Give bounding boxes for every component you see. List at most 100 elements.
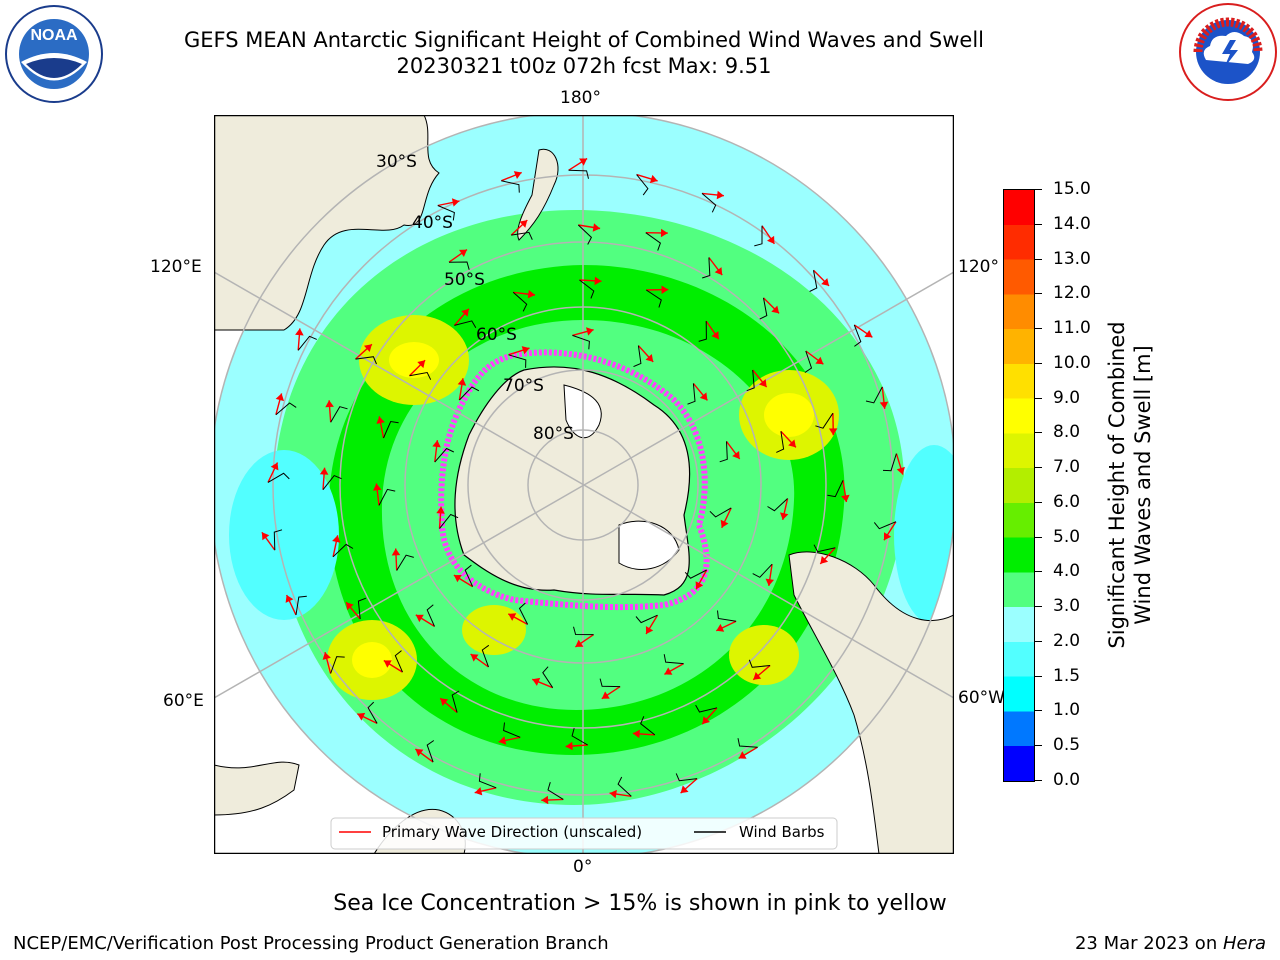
colorbar-tick-mark bbox=[1035, 502, 1042, 503]
wind-barb bbox=[635, 614, 658, 624]
wind-barb bbox=[426, 604, 435, 627]
wind-barb bbox=[542, 666, 554, 688]
wave-direction-arrowhead bbox=[319, 467, 329, 475]
wind-barb bbox=[599, 678, 621, 688]
wind-barb bbox=[809, 270, 818, 292]
wind-barb bbox=[511, 231, 533, 240]
wave-direction-arrowhead bbox=[702, 716, 710, 725]
wind-barb bbox=[330, 406, 348, 423]
lon-label-bottom: 0° bbox=[573, 857, 593, 877]
colorbar-tick-label: 0.5 bbox=[1053, 735, 1081, 756]
wave-direction-arrowhead bbox=[660, 228, 668, 238]
wave-direction-arrowhead bbox=[594, 276, 602, 286]
wave-direction-arrowhead bbox=[601, 691, 610, 699]
colorbar-tick-mark bbox=[1035, 328, 1042, 329]
wave-direction-arrowhead bbox=[864, 330, 873, 338]
colorbar-tick-label: 4.0 bbox=[1053, 561, 1081, 582]
wind-barb bbox=[464, 564, 474, 587]
wave-direction-arrowhead bbox=[695, 581, 704, 590]
wind-barb bbox=[434, 447, 455, 463]
wave-direction-arrowhead bbox=[753, 672, 762, 680]
chart-subtitle: 20230321 t00z 072h fcst Max: 9.51 bbox=[396, 54, 772, 78]
colorbar-tick-mark bbox=[1035, 293, 1042, 294]
wave-direction-arrowhead bbox=[586, 327, 594, 336]
chart-title: GEFS MEAN Antarctic Significant Height o… bbox=[183, 28, 985, 52]
wave-direction-arrowhead bbox=[275, 393, 284, 402]
wave-direction-arrowhead bbox=[896, 466, 905, 475]
wave-direction-arrowhead bbox=[828, 428, 838, 436]
wave-peak-north-west-core bbox=[389, 342, 439, 378]
wave-direction-arrowhead bbox=[680, 785, 689, 794]
colorbar-tick-mark bbox=[1035, 537, 1042, 538]
wave-patch-east bbox=[894, 445, 954, 625]
wind-barb bbox=[295, 595, 307, 615]
wave-direction-arrowhead bbox=[541, 795, 549, 805]
lat-label-50s: 50°S bbox=[444, 270, 485, 290]
wave-direction-arrowhead bbox=[649, 174, 658, 184]
wind-barb bbox=[571, 727, 588, 746]
wave-direction-arrowhead bbox=[436, 506, 445, 514]
wave-patch-west bbox=[229, 450, 339, 620]
land-new-zealand bbox=[517, 148, 559, 241]
wind-barb bbox=[776, 431, 785, 453]
wave-direction-arrowhead bbox=[459, 249, 467, 257]
wave-direction-arrowhead bbox=[498, 736, 507, 745]
wave-direction-arrowhead bbox=[716, 190, 724, 200]
nws-logo bbox=[1179, 3, 1277, 101]
wave-direction-arrowhead bbox=[609, 789, 617, 799]
wind-barb bbox=[752, 563, 773, 578]
wind-barb bbox=[633, 345, 642, 368]
wave-direction-arrowhead bbox=[521, 346, 530, 355]
wave-direction-arrowhead bbox=[565, 741, 573, 751]
vector-layer bbox=[261, 157, 905, 805]
wind-barb bbox=[297, 335, 317, 351]
wind-barb bbox=[355, 356, 377, 365]
wind-barb bbox=[547, 782, 564, 800]
lat-label-40s: 40°S bbox=[412, 213, 453, 233]
wave-direction-arrowhead bbox=[711, 331, 719, 340]
wind-barb bbox=[767, 498, 788, 512]
wave-direction-arrowhead bbox=[322, 652, 331, 660]
footer-date: 23 Mar 2023 on Hera bbox=[1075, 933, 1266, 954]
wind-barb bbox=[717, 610, 737, 622]
lon-label-top: 180° bbox=[560, 88, 601, 108]
wave-direction-arrowhead bbox=[391, 548, 401, 556]
wave-direction-arrowhead bbox=[879, 401, 889, 409]
map-legend: Primary Wave Direction (unscaled) Wind B… bbox=[330, 817, 838, 850]
wave-direction-arrowhead bbox=[470, 654, 479, 662]
wind-barb bbox=[322, 474, 342, 491]
colorbar-tick-mark bbox=[1035, 710, 1042, 711]
wave-direction-arrowhead bbox=[821, 278, 829, 286]
wave-direction-arrowhead bbox=[738, 751, 747, 759]
colorbar-label-line2: Wind Waves and Swell [m] bbox=[1131, 345, 1155, 625]
wave-direction-arrowhead bbox=[661, 285, 669, 294]
colorbar-tick-label: 10.0 bbox=[1053, 352, 1091, 373]
wind-barb bbox=[357, 597, 367, 620]
wave-direction-arrowhead bbox=[575, 639, 584, 647]
colorbar-label-line1: Significant Height of Combined bbox=[1105, 321, 1129, 649]
wind-barb bbox=[813, 544, 836, 553]
wave-direction-arrowhead bbox=[346, 602, 354, 611]
wave-direction-arrowhead bbox=[285, 595, 294, 603]
land-africa bbox=[214, 761, 300, 816]
colorbar-tick-mark bbox=[1035, 189, 1042, 190]
wind-barb bbox=[617, 776, 632, 797]
wave-direction-arrowhead bbox=[820, 556, 829, 564]
wind-barb bbox=[451, 690, 460, 713]
wave-direction-arrowhead bbox=[592, 223, 601, 232]
wave-direction-arrowhead bbox=[474, 787, 483, 796]
colorbar-tick-mark bbox=[1035, 676, 1042, 677]
wave-direction-arrowhead bbox=[527, 289, 535, 299]
wave-direction-arrowhead bbox=[815, 356, 824, 365]
colorbar-tick-mark bbox=[1035, 745, 1042, 746]
wind-barb bbox=[719, 441, 728, 463]
colorbar-tick-mark bbox=[1035, 259, 1042, 260]
wind-barb bbox=[709, 507, 732, 518]
colorbar-tick-label: 7.0 bbox=[1053, 457, 1081, 478]
wave-direction-arrowhead bbox=[513, 171, 522, 179]
wind-barb bbox=[865, 386, 883, 404]
colorbar-tick-mark bbox=[1035, 780, 1042, 781]
wind-barb bbox=[645, 232, 661, 251]
wind-barb bbox=[759, 297, 768, 320]
wave-direction-arrowhead bbox=[376, 416, 385, 424]
